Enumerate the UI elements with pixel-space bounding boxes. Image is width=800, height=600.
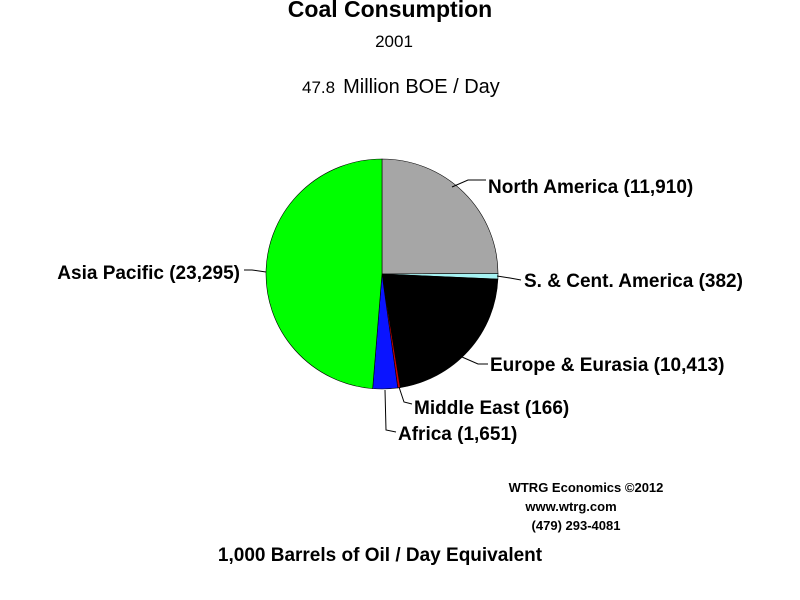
slice-label-asia-pacific: Asia Pacific (23,295) (57, 263, 240, 284)
chart-title: Coal Consumption (287, 0, 493, 22)
credit-company: WTRG Economics ©2012 (508, 480, 664, 495)
pie-slice-north-america (381, 158, 499, 275)
chart-subtitle: 2001 (375, 32, 413, 51)
total-unit: Million BOE / Day (343, 76, 500, 98)
slice-label-middle-east: Middle East (166) (414, 398, 569, 419)
leader-line-north-america (451, 179, 486, 188)
leader-line-s-cent-america (496, 275, 522, 281)
slice-label-europe-eurasia: Europe & Eurasia (10,413) (490, 355, 724, 376)
pie-slice-europe-eurasia (381, 273, 499, 388)
slice-label-africa: Africa (1,651) (398, 424, 517, 445)
credit-phone: (479) 293-4081 (531, 518, 621, 533)
leader-line-africa (384, 389, 397, 433)
total-line: 47.8 Million BOE / Day (302, 76, 500, 99)
chart-footnote: 1,000 Barrels of Oil / Day Equivalent (217, 545, 543, 566)
leader-line-asia-pacific (244, 269, 267, 273)
leader-line-europe-eurasia (461, 356, 488, 365)
slice-label-s-cent-america: S. & Cent. America (382) (524, 271, 743, 292)
leader-line-middle-east (398, 386, 413, 405)
credit-website: www.wtrg.com (525, 499, 617, 514)
pie-slice-asia-pacific (265, 158, 383, 389)
total-value: 47.8 (302, 78, 336, 97)
slice-label-north-america: North America (11,910) (488, 177, 693, 198)
